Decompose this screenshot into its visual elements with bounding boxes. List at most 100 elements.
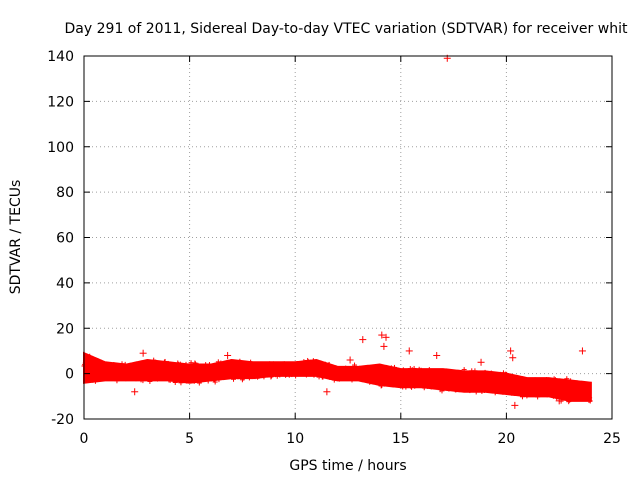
data-point	[516, 380, 522, 386]
data-point	[309, 366, 315, 372]
data-point	[221, 367, 227, 373]
data-point	[507, 373, 513, 379]
data-point	[430, 371, 436, 377]
data-point	[587, 398, 593, 404]
data-point	[277, 372, 283, 378]
data-point	[380, 342, 388, 350]
data-point	[542, 380, 548, 386]
data-point	[259, 362, 265, 368]
data-point	[274, 366, 280, 372]
data-point	[488, 370, 494, 376]
data-point	[530, 387, 536, 393]
data-point	[317, 370, 323, 376]
data-point	[180, 374, 186, 380]
data-point	[220, 364, 226, 370]
data-point	[173, 373, 179, 379]
data-point	[464, 380, 470, 386]
data-point	[460, 373, 466, 379]
data-point	[487, 382, 493, 388]
data-point	[320, 374, 326, 380]
data-point	[554, 395, 560, 401]
data-point	[331, 377, 337, 383]
data-point	[131, 388, 139, 396]
data-point	[185, 365, 191, 371]
data-point	[510, 383, 516, 389]
y-tick-label: 120	[47, 94, 74, 110]
data-point	[265, 370, 271, 376]
data-point	[406, 376, 412, 382]
data-point	[303, 370, 309, 376]
data-point	[506, 379, 512, 385]
data-point	[511, 401, 519, 409]
data-point	[136, 368, 142, 374]
data-point	[504, 371, 510, 377]
data-point	[160, 365, 166, 371]
data-point	[235, 374, 241, 380]
data-point	[410, 380, 416, 386]
data-point	[368, 368, 374, 374]
data-point	[248, 359, 254, 365]
data-point	[191, 365, 197, 371]
data-point	[171, 367, 177, 373]
y-axis-label: SDTVAR / TECUs	[8, 180, 24, 295]
data-point	[172, 379, 178, 385]
data-point	[473, 389, 479, 395]
data-point	[524, 393, 530, 399]
data-point	[301, 366, 307, 372]
data-point	[365, 373, 371, 379]
data-point	[535, 394, 541, 400]
data-point	[359, 336, 367, 344]
data-point	[512, 385, 518, 391]
data-point	[390, 372, 396, 378]
data-point	[283, 372, 289, 378]
data-point	[530, 388, 536, 394]
data-point	[506, 383, 512, 389]
data-point	[192, 360, 198, 366]
data-point	[384, 376, 390, 382]
data-point	[312, 363, 318, 369]
data-point	[517, 375, 523, 381]
data-point	[237, 358, 243, 364]
data-point	[184, 372, 190, 378]
data-point	[343, 365, 349, 371]
data-point	[370, 378, 376, 384]
data-point	[492, 390, 498, 396]
data-point	[228, 359, 234, 365]
data-point	[303, 372, 309, 378]
data-point	[381, 377, 387, 383]
data-point	[480, 383, 486, 389]
data-point	[133, 376, 139, 382]
data-point	[122, 371, 128, 377]
data-point	[222, 374, 228, 380]
data-point	[137, 365, 143, 371]
data-point	[286, 372, 292, 378]
data-point	[269, 373, 275, 379]
data-point	[382, 333, 390, 341]
data-point	[111, 362, 117, 368]
data-point	[206, 362, 212, 368]
axis-ticks: 0 5 10 15 20 25 -20 0 20 40 60 80 100 120 140	[47, 49, 621, 447]
data-point	[168, 374, 174, 380]
data-point	[248, 364, 254, 370]
data-point	[251, 361, 257, 367]
data-point	[389, 369, 395, 375]
data-point	[331, 368, 337, 374]
data-point	[523, 382, 529, 388]
data-point	[397, 372, 403, 378]
data-point	[509, 390, 515, 396]
data-point	[151, 357, 157, 363]
data-point	[114, 378, 120, 384]
data-point	[216, 377, 222, 383]
data-point	[571, 395, 577, 401]
data-point	[291, 365, 297, 371]
data-point	[520, 377, 526, 383]
data-point	[177, 361, 183, 367]
data-point	[433, 351, 441, 359]
data-point	[130, 372, 136, 378]
data-point	[227, 371, 233, 377]
data-point	[576, 386, 582, 392]
data-point	[566, 397, 572, 403]
data-point	[215, 359, 221, 365]
data-point	[158, 374, 164, 380]
data-point	[214, 363, 220, 369]
